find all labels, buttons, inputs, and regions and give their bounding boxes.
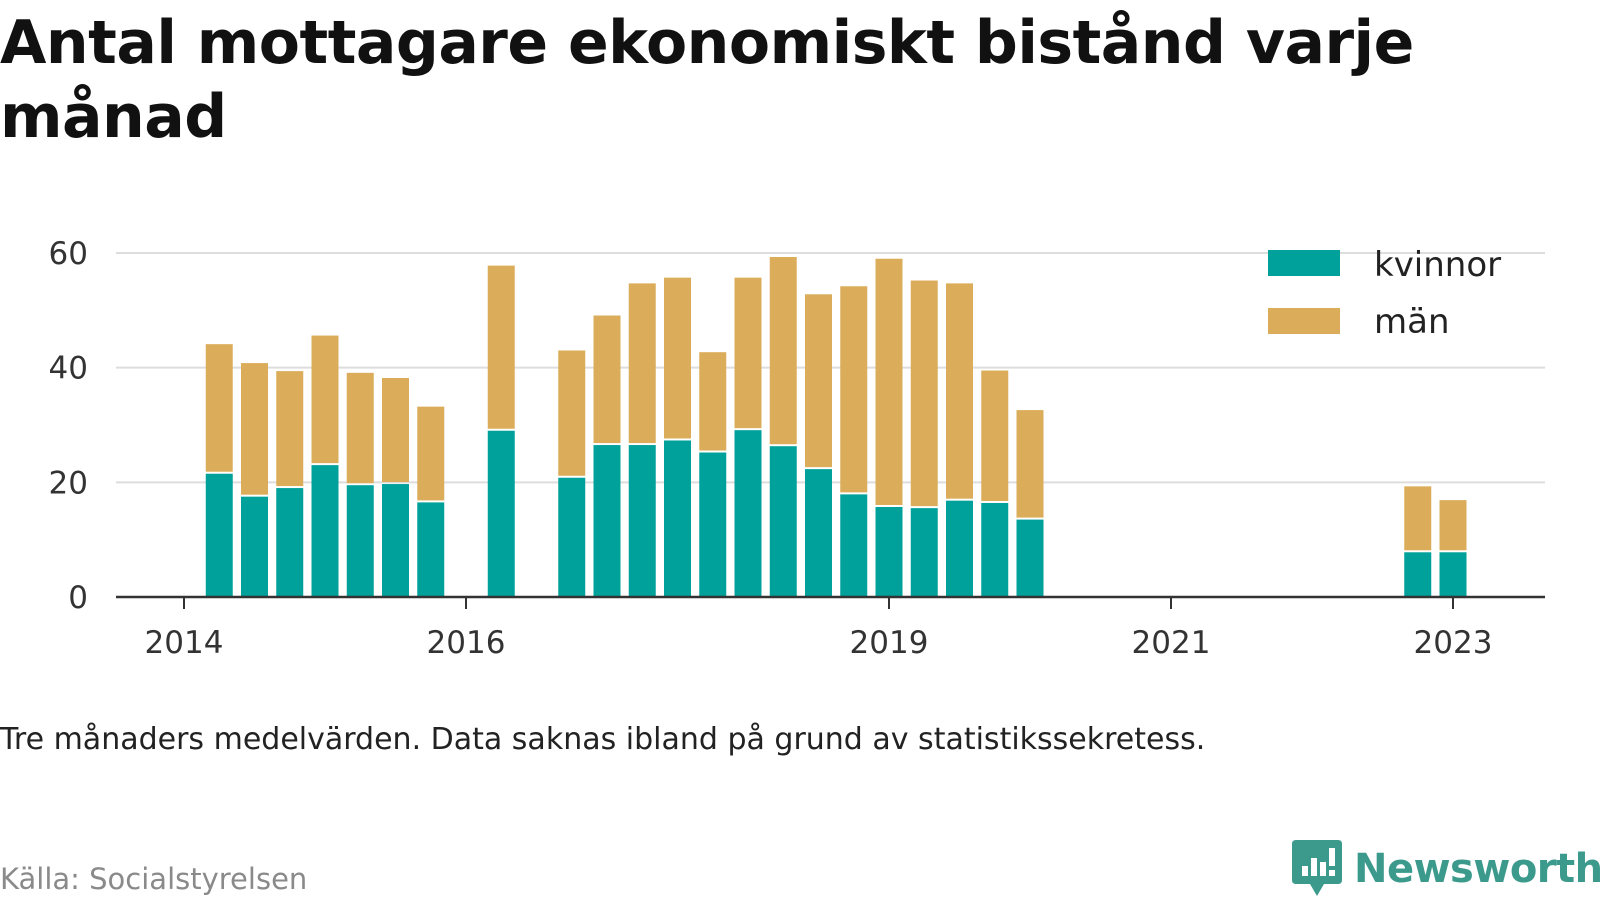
x-tick-label: 2021 (1132, 625, 1211, 661)
bar-kvinnor (241, 496, 268, 597)
bar-kvinnor (664, 440, 691, 597)
bar-kvinnor (699, 452, 727, 597)
grid-lines: 0 20 40 60 (49, 236, 1545, 616)
legend-label-kvinnor: kvinnor (1374, 245, 1501, 285)
newsworthy-logo-icon (1292, 840, 1342, 896)
legend-swatch-man (1268, 308, 1340, 334)
bar-kvinnor (769, 446, 797, 597)
bar-man (628, 283, 656, 444)
bar-kvinnor (981, 502, 1009, 597)
chart-note: Tre månaders medelvärden. Data saknas ib… (0, 722, 1206, 757)
bar-kvinnor (840, 494, 868, 597)
bar-kvinnor (276, 488, 304, 597)
x-tick-label: 2014 (145, 625, 224, 661)
bar-man (699, 352, 727, 451)
bar-man (1016, 410, 1044, 518)
x-tick-label: 2016 (427, 625, 506, 661)
bar-man (1439, 500, 1467, 551)
bar-man (875, 258, 903, 505)
bar-man (769, 257, 797, 445)
bar-man (981, 370, 1009, 501)
bar-kvinnor (910, 508, 938, 597)
bar-kvinnor (487, 430, 515, 597)
y-tick-label: 60 (49, 236, 88, 272)
bar-kvinnor (1439, 552, 1467, 597)
bar-man (241, 363, 268, 495)
y-tick-label: 0 (68, 580, 88, 616)
bar-man (910, 280, 938, 507)
bar-man (664, 277, 691, 439)
bar-man (382, 377, 409, 483)
bar-kvinnor (628, 445, 656, 597)
bar-man (276, 371, 304, 487)
y-tick-label: 40 (49, 351, 88, 387)
bar-man (558, 350, 586, 476)
bar-man (346, 372, 374, 484)
legend-swatch-kvinnor (1268, 250, 1340, 276)
axes: 2014 2016 2019 2021 2023 (116, 595, 1545, 661)
x-tick-label: 2019 (850, 625, 929, 661)
bar-man (946, 283, 973, 499)
bar-kvinnor (1016, 519, 1044, 597)
source-label: Källa: Socialstyrelsen (0, 862, 308, 896)
bar-kvinnor (946, 500, 973, 597)
y-tick-label: 20 (49, 465, 88, 501)
bar-man (487, 265, 515, 429)
legend-label-man: män (1374, 302, 1450, 342)
bar-man (593, 315, 621, 444)
bar-man (840, 286, 868, 493)
bar-kvinnor (382, 484, 409, 597)
chart-title: Antal mottagare ekonomiskt bistånd varje… (0, 8, 1414, 152)
bar-kvinnor (734, 430, 762, 597)
newsworthy-logo: Newsworthy (1292, 840, 1600, 898)
bar-man (734, 277, 762, 429)
bar-kvinnor (311, 465, 339, 597)
legend: kvinnor män (1268, 245, 1501, 342)
bar-kvinnor (417, 502, 445, 597)
bar-kvinnor (558, 477, 586, 597)
bar-kvinnor (346, 485, 374, 597)
bar-kvinnor (593, 445, 621, 597)
bar-man (311, 335, 339, 464)
bar-man (805, 294, 832, 468)
bar-kvinnor (875, 506, 903, 597)
newsworthy-logo-text: Newsworthy (1354, 846, 1600, 892)
bars (205, 257, 1467, 597)
bar-man (1404, 486, 1432, 551)
bar-man (205, 344, 233, 472)
bar-kvinnor (805, 469, 832, 597)
bar-kvinnor (205, 473, 233, 597)
x-tick-label: 2023 (1414, 625, 1493, 661)
bar-kvinnor (1404, 552, 1432, 597)
bar-man (417, 406, 445, 501)
stacked-bar-chart: 0 20 40 60 2014 2016 2019 2021 2023 kvinnor män (49, 236, 1545, 661)
